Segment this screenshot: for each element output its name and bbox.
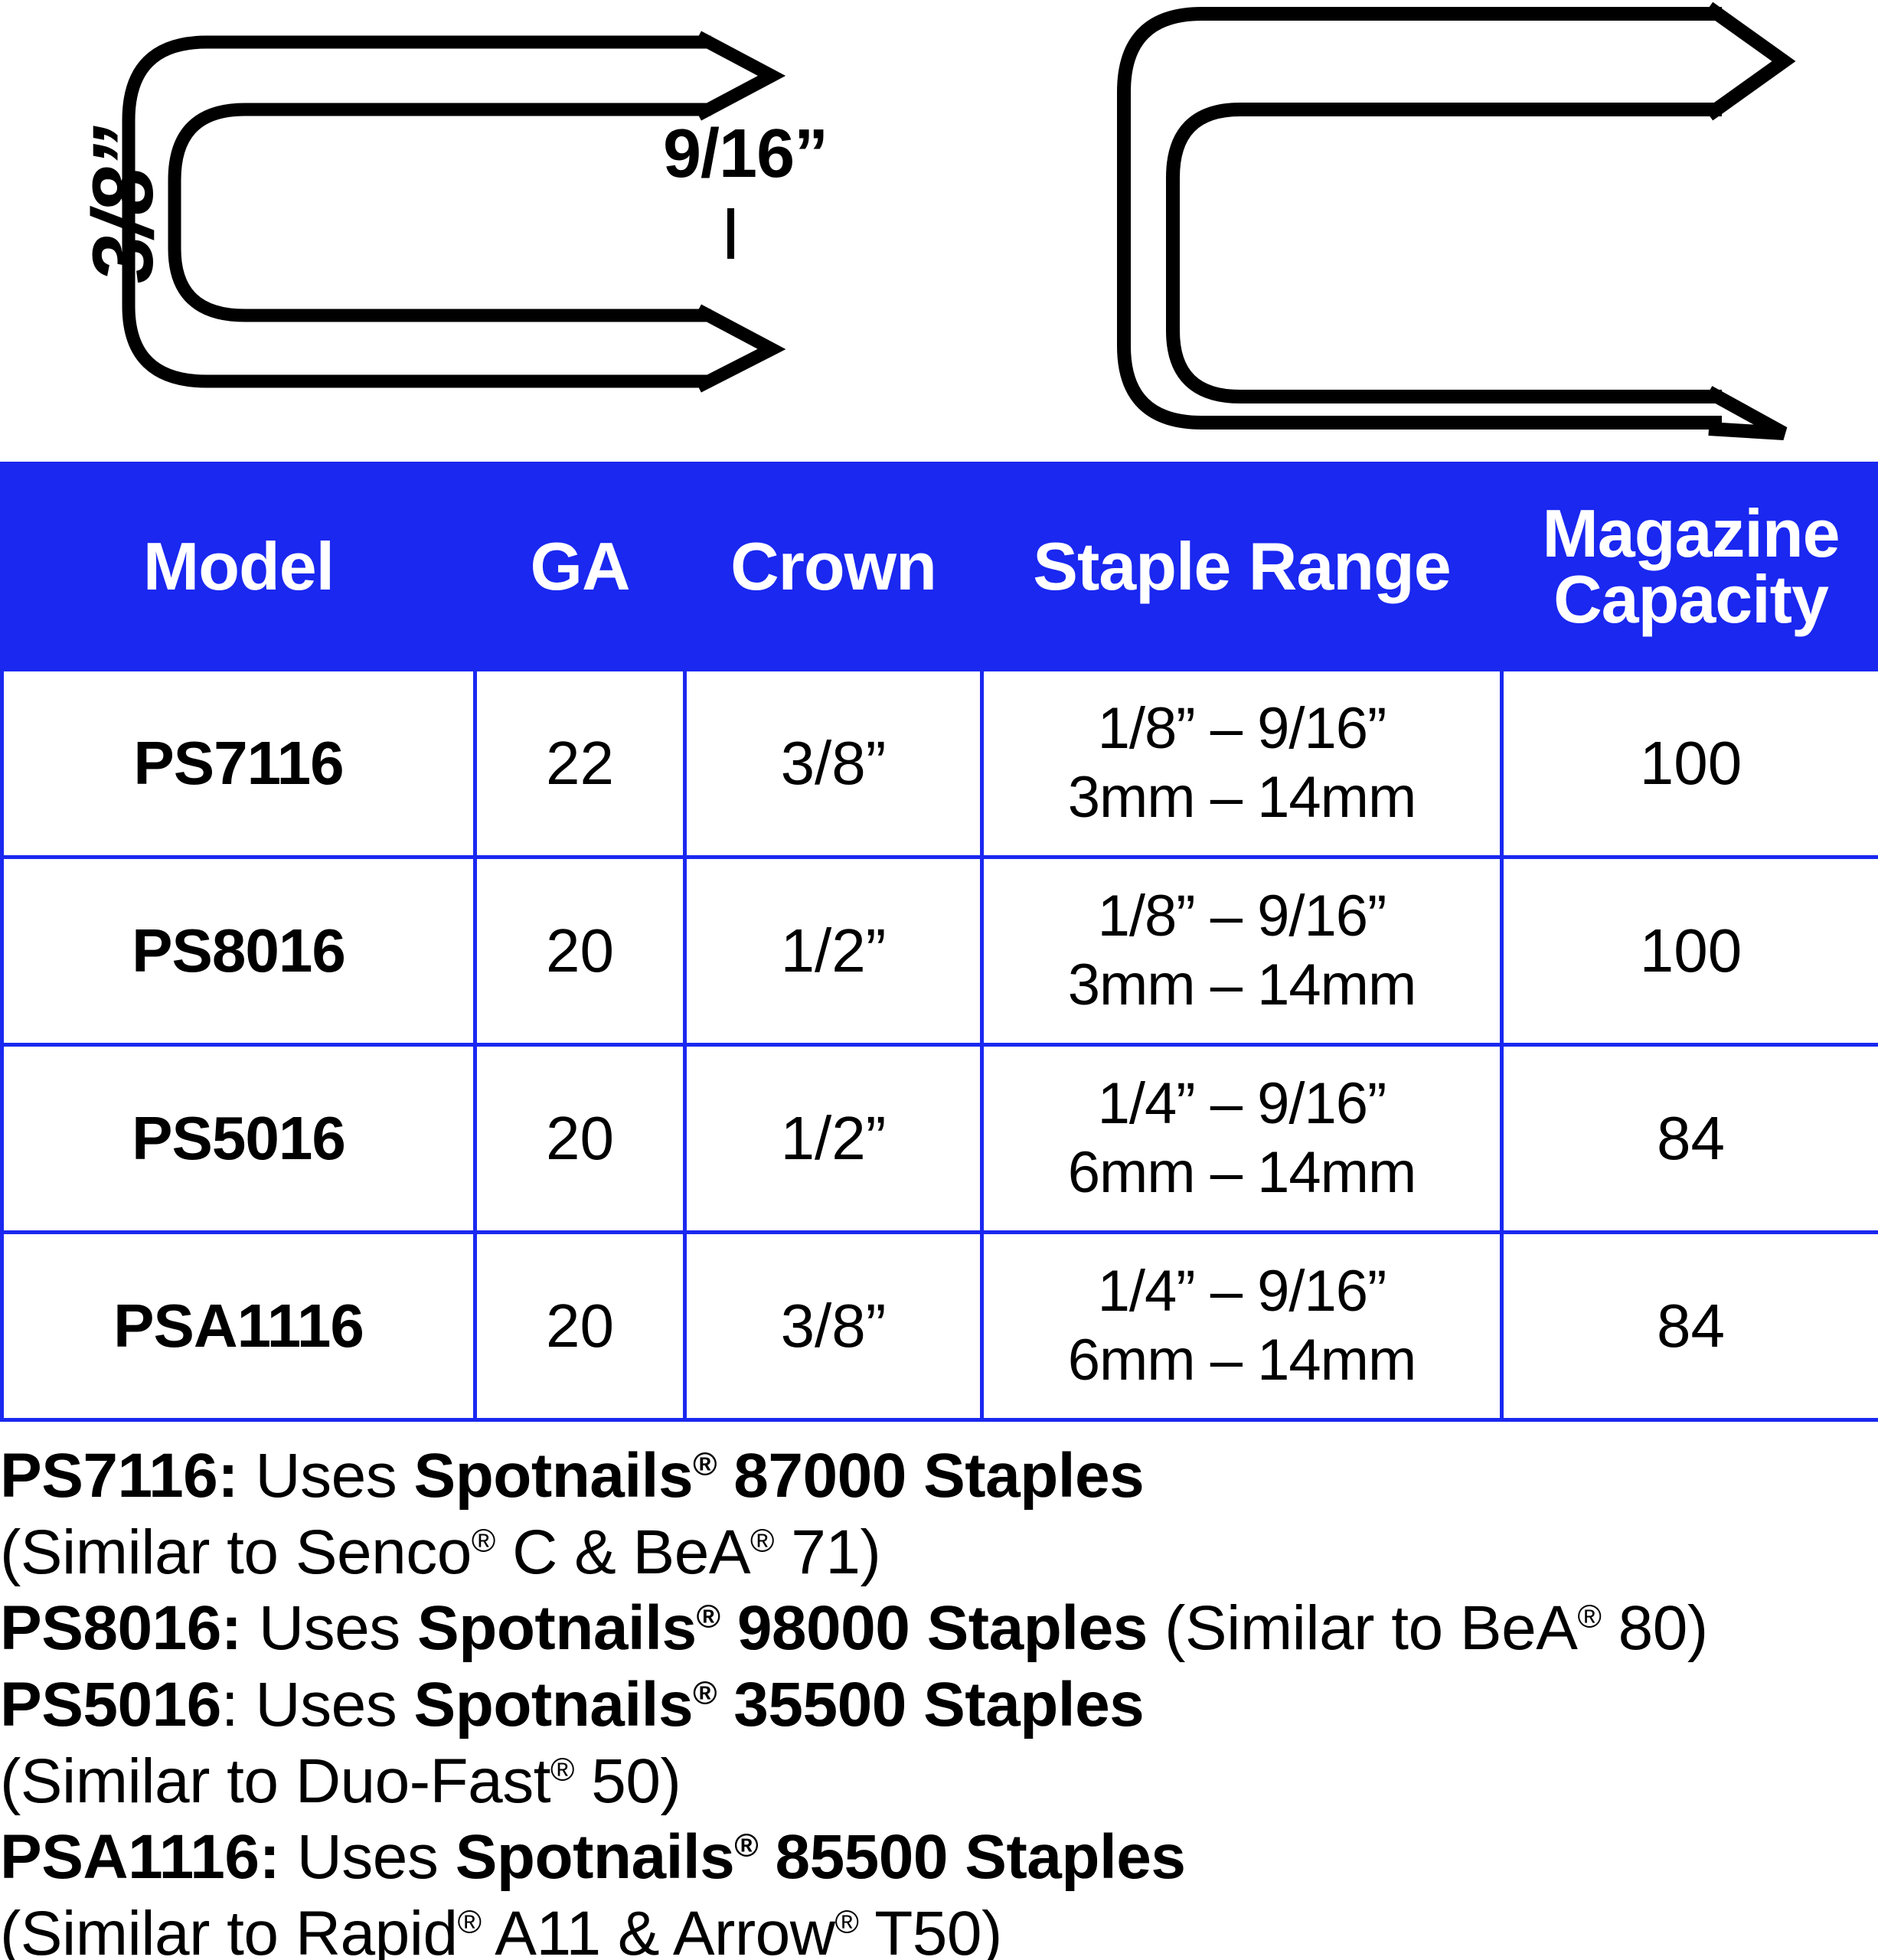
- footnote-similar-end: 50): [591, 1746, 681, 1816]
- footnote-brand-text: Spotnails: [417, 1593, 697, 1664]
- footnote-similar-end: 80): [1618, 1593, 1709, 1664]
- footnote-colon: :: [220, 1669, 239, 1740]
- registered-mark-icon: ®: [693, 1446, 717, 1483]
- cell-ga: 20: [473, 1043, 687, 1234]
- footnote-uses: Uses: [255, 1441, 397, 1511]
- registered-mark-icon: ®: [750, 1522, 774, 1560]
- footnote-model-psa1116: PSA1116:: [0, 1822, 280, 1893]
- cell-ga: 20: [473, 855, 687, 1047]
- registered-mark-icon: ®: [734, 1827, 759, 1864]
- footnote-brand: Spotnails®: [414, 1441, 717, 1511]
- footnote-psa1116-line1: PSA1116: Uses Spotnails® 85500 Staples: [0, 1819, 1878, 1896]
- footnote-similar-mid: C & BeA: [512, 1517, 751, 1587]
- cell-crown: 3/8”: [683, 668, 984, 859]
- footnote-similar: (Similar to Duo-Fast: [0, 1746, 551, 1816]
- cell-crown: 3/8”: [683, 1230, 984, 1422]
- cell-staple-range: 1/8” – 9/16” 3mm – 14mm: [980, 855, 1504, 1047]
- footnote-brand-text: Spotnails: [413, 1669, 694, 1740]
- staple-diagrams: 3/8” 9/16” 1/2” 9/16”: [0, 0, 1878, 459]
- cell-ga: 20: [473, 1230, 687, 1422]
- footnote-similar-mid: A11 & Arrow: [495, 1898, 835, 1960]
- footnote-similar-open: (Similar to Rapid: [0, 1898, 458, 1960]
- footnote-staple-number: 35500 Staples: [733, 1669, 1145, 1740]
- footnote-brand: Spotnails®: [414, 1670, 717, 1740]
- table-row: PS8016 20 1/2” 1/8” – 9/16” 3mm – 14mm 1…: [0, 855, 1878, 1047]
- footnote-psa1116-line2: (Similar to Rapid® A11 & Arrow® T50): [0, 1896, 1878, 1960]
- footnote-staple-number: 87000 Staples: [733, 1441, 1145, 1511]
- table-row: PSA1116 20 3/8” 1/4” – 9/16” 6mm – 14mm …: [0, 1230, 1878, 1422]
- column-header-crown: Crown: [683, 462, 984, 671]
- table-row: PS7116 22 3/8” 1/8” – 9/16” 3mm – 14mm 1…: [0, 668, 1878, 859]
- registered-mark-icon: ®: [834, 1903, 859, 1941]
- cell-magazine-capacity: 84: [1500, 1230, 1878, 1422]
- table-header-row: Model GA Crown Staple Range Magazine Cap…: [0, 462, 1878, 671]
- column-header-ga: GA: [473, 462, 687, 671]
- range-metric: 6mm – 14mm: [1067, 1328, 1417, 1393]
- staple-diagram-1-2: 1/2” 9/16”: [903, 0, 1878, 459]
- footnote-ps5016-line1: PS5016: Uses Spotnails® 35500 Staples: [0, 1667, 1878, 1743]
- staple-outline-icon: [1117, 2, 1796, 440]
- cell-magazine-capacity: 100: [1500, 855, 1878, 1047]
- cell-crown: 1/2”: [683, 855, 984, 1047]
- length-dimension-label-left: 9/16”: [663, 116, 828, 192]
- range-imperial: 1/8” – 9/16”: [1097, 696, 1387, 762]
- table-row: PS5016 20 1/2” 1/4” – 9/16” 6mm – 14mm 8…: [0, 1043, 1878, 1234]
- measure-tick-icon: [727, 208, 734, 259]
- registered-mark-icon: ®: [696, 1598, 720, 1635]
- cell-model: PS7116: [0, 668, 477, 859]
- range-imperial: 1/4” – 9/16”: [1097, 1259, 1387, 1325]
- footnote-brand-text: Spotnails: [413, 1441, 694, 1511]
- footnote-brand-text: Spotnails: [455, 1822, 735, 1893]
- range-metric: 3mm – 14mm: [1067, 765, 1417, 830]
- footnote-brand: Spotnails®: [417, 1593, 720, 1663]
- footnote-uses: Uses: [258, 1593, 400, 1664]
- footnote-model-ps5016: PS5016: [0, 1669, 221, 1740]
- staple-outline-icon: [122, 31, 786, 393]
- footnote-similar-end: T50): [874, 1898, 1002, 1960]
- footnote-model-ps8016: PS8016:: [0, 1593, 242, 1664]
- footnote-similar-open: (Similar to Senco: [0, 1517, 472, 1587]
- cell-magazine-capacity: 100: [1500, 668, 1878, 859]
- footnotes: PS7116: Uses Spotnails® 87000 Staples (S…: [0, 1438, 1878, 1960]
- column-header-magazine-capacity: Magazine Capacity: [1500, 462, 1878, 671]
- cell-staple-range: 1/4” – 9/16” 6mm – 14mm: [980, 1230, 1504, 1422]
- footnote-uses: Uses: [296, 1822, 439, 1893]
- footnote-ps7116-line1: PS7116: Uses Spotnails® 87000 Staples: [0, 1438, 1878, 1514]
- magazine-capacity-line-1: Magazine: [1542, 495, 1840, 571]
- footnote-brand: Spotnails®: [455, 1822, 759, 1893]
- cell-model: PSA1116: [0, 1230, 477, 1422]
- magazine-capacity-line-2: Capacity: [1553, 561, 1829, 637]
- cell-ga: 22: [473, 668, 687, 859]
- cell-model: PS5016: [0, 1043, 477, 1234]
- cell-model: PS8016: [0, 855, 477, 1047]
- footnote-uses: Uses: [255, 1669, 397, 1740]
- range-metric: 6mm – 14mm: [1067, 1140, 1417, 1205]
- registered-mark-icon: ®: [550, 1751, 574, 1788]
- registered-mark-icon: ®: [457, 1903, 482, 1941]
- footnote-model-ps7116: PS7116:: [0, 1441, 239, 1511]
- column-header-staple-range: Staple Range: [980, 462, 1504, 671]
- registered-mark-icon: ®: [471, 1522, 495, 1560]
- cell-crown: 1/2”: [683, 1043, 984, 1234]
- range-metric: 3mm – 14mm: [1067, 952, 1417, 1018]
- range-imperial: 1/8” – 9/16”: [1097, 884, 1387, 949]
- range-imperial: 1/4” – 9/16”: [1097, 1071, 1387, 1137]
- footnote-similar: (Similar to BeA: [1164, 1593, 1578, 1664]
- footnote-ps5016-line2: (Similar to Duo-Fast® 50): [0, 1743, 1878, 1820]
- footnote-ps8016: PS8016: Uses Spotnails® 98000 Staples (S…: [0, 1590, 1878, 1667]
- crown-dimension-label-left: 3/8”: [75, 127, 171, 283]
- cell-staple-range: 1/8” – 9/16” 3mm – 14mm: [980, 668, 1504, 859]
- staple-diagram-3-8: 3/8” 9/16”: [0, 0, 903, 459]
- footnote-ps7116-line2: (Similar to Senco® C & BeA® 71): [0, 1514, 1878, 1591]
- registered-mark-icon: ®: [693, 1674, 717, 1712]
- footnote-staple-number: 98000 Staples: [737, 1593, 1148, 1664]
- footnote-staple-number: 85500 Staples: [775, 1822, 1186, 1893]
- column-header-model: Model: [0, 462, 477, 671]
- registered-mark-icon: ®: [1577, 1598, 1602, 1635]
- staple-spec-table: Model GA Crown Staple Range Magazine Cap…: [0, 462, 1878, 1422]
- cell-magazine-capacity: 84: [1500, 1043, 1878, 1234]
- footnote-similar-end: 71): [791, 1517, 881, 1587]
- cell-staple-range: 1/4” – 9/16” 6mm – 14mm: [980, 1043, 1504, 1234]
